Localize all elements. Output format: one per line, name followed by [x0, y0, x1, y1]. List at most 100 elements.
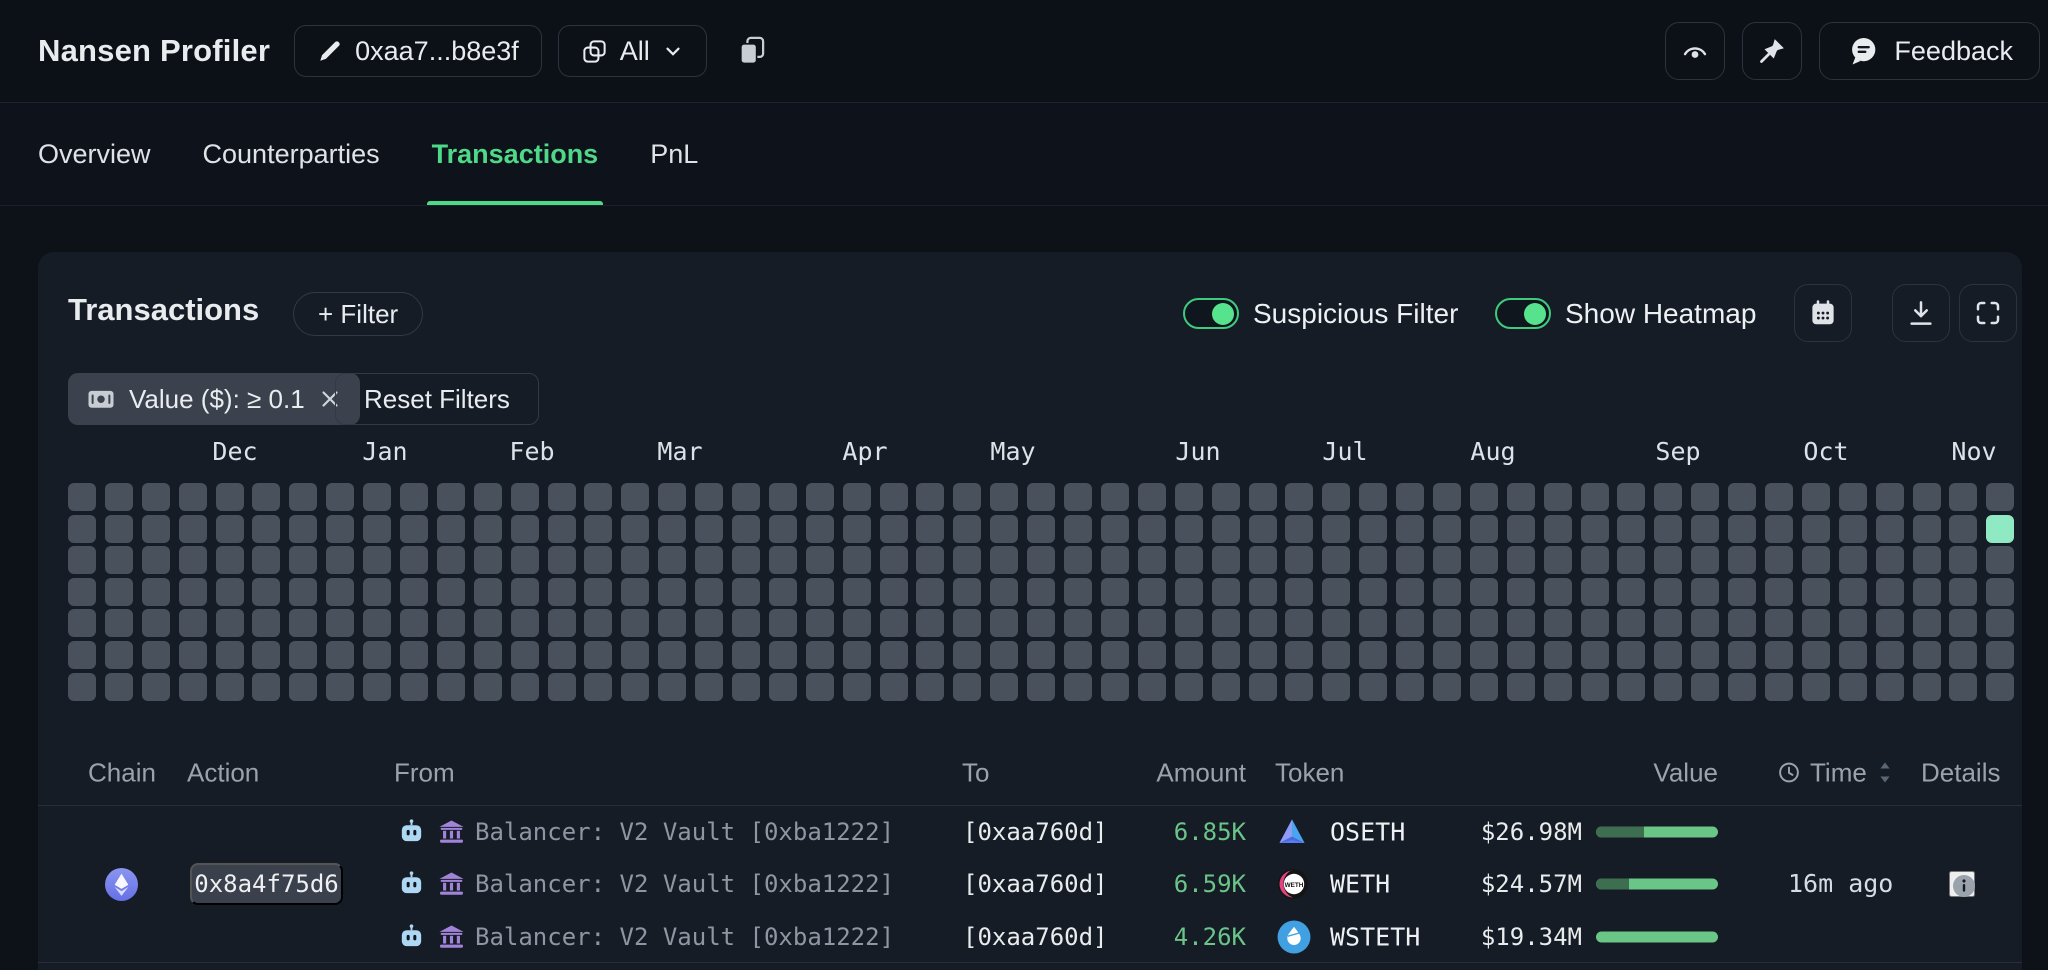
heatmap-cell[interactable] — [1027, 577, 1056, 606]
heatmap-cell[interactable] — [658, 546, 687, 575]
heatmap-cell[interactable] — [1986, 640, 2015, 669]
heatmap-cell[interactable] — [695, 546, 724, 575]
heatmap-cell[interactable] — [695, 514, 724, 543]
heatmap-cell[interactable] — [1285, 546, 1314, 575]
heatmap-cell[interactable] — [1580, 546, 1609, 575]
heatmap-cell[interactable] — [289, 514, 318, 543]
heatmap-cell[interactable] — [695, 672, 724, 701]
heatmap-cell[interactable] — [1949, 546, 1978, 575]
heatmap-cell[interactable] — [473, 546, 502, 575]
heatmap-cell[interactable] — [1248, 577, 1277, 606]
heatmap-cell[interactable] — [178, 514, 207, 543]
heatmap-cell[interactable] — [326, 609, 355, 638]
heatmap-cell[interactable] — [1359, 546, 1388, 575]
heatmap-cell[interactable] — [1949, 640, 1978, 669]
heatmap-cell[interactable] — [436, 577, 465, 606]
feedback-button[interactable]: Feedback — [1819, 22, 2040, 80]
action-hash-badge[interactable]: 0x8a4f75d6 — [190, 863, 343, 905]
value-filter-chip[interactable]: Value ($): ≥ 0.1 — [68, 373, 360, 425]
heatmap-cell[interactable] — [1543, 546, 1572, 575]
heatmap-cell[interactable] — [732, 640, 761, 669]
heatmap-cell[interactable] — [1875, 577, 1904, 606]
heatmap-cell[interactable] — [141, 577, 170, 606]
heatmap-cell[interactable] — [436, 546, 465, 575]
heatmap-cell[interactable] — [990, 514, 1019, 543]
heatmap-cell[interactable] — [178, 672, 207, 701]
heatmap-cell[interactable] — [1469, 640, 1498, 669]
heatmap-cell[interactable] — [953, 609, 982, 638]
heatmap-cell[interactable] — [1580, 577, 1609, 606]
heatmap-cell[interactable] — [1801, 609, 1830, 638]
heatmap-cell[interactable] — [252, 672, 281, 701]
heatmap-cell[interactable] — [363, 672, 392, 701]
download-button[interactable] — [1892, 284, 1950, 342]
heatmap-cell[interactable] — [584, 640, 613, 669]
heatmap-cell[interactable] — [1137, 672, 1166, 701]
heatmap-cell[interactable] — [1174, 577, 1203, 606]
heatmap-cell[interactable] — [141, 640, 170, 669]
heatmap-cell[interactable] — [621, 672, 650, 701]
heatmap-cell[interactable] — [658, 577, 687, 606]
tab-overview[interactable]: Overview — [38, 138, 151, 169]
heatmap-cell[interactable] — [1322, 514, 1351, 543]
details-info-button[interactable] — [1949, 871, 1975, 897]
heatmap-cell[interactable] — [1728, 483, 1757, 511]
heatmap-cell[interactable] — [621, 640, 650, 669]
heatmap-cell[interactable] — [1137, 640, 1166, 669]
heatmap-cell[interactable] — [1432, 672, 1461, 701]
fullscreen-button[interactable] — [1959, 284, 2017, 342]
heatmap-cell[interactable] — [1432, 483, 1461, 511]
heatmap-cell[interactable] — [916, 546, 945, 575]
heatmap-cell[interactable] — [1838, 483, 1867, 511]
heatmap-cell[interactable] — [1728, 514, 1757, 543]
heatmap-cell[interactable] — [1285, 640, 1314, 669]
heatmap-cell[interactable] — [252, 577, 281, 606]
heatmap-cell[interactable] — [1248, 609, 1277, 638]
heatmap-cell[interactable] — [1691, 546, 1720, 575]
heatmap-cell[interactable] — [1654, 609, 1683, 638]
heatmap-cell[interactable] — [621, 577, 650, 606]
heatmap-cell[interactable] — [1654, 546, 1683, 575]
heatmap-cell[interactable] — [1248, 514, 1277, 543]
heatmap-cell[interactable] — [732, 577, 761, 606]
heatmap-cell[interactable] — [1728, 672, 1757, 701]
heatmap-cell[interactable] — [1396, 577, 1425, 606]
heatmap-cell[interactable] — [916, 483, 945, 511]
heatmap-cell[interactable] — [621, 514, 650, 543]
heatmap-cell[interactable] — [1359, 609, 1388, 638]
heatmap-cell[interactable] — [1838, 577, 1867, 606]
heatmap-cell[interactable] — [1617, 577, 1646, 606]
heatmap-cell[interactable] — [215, 609, 244, 638]
remove-filter-icon[interactable] — [318, 387, 342, 411]
heatmap-cell[interactable] — [436, 609, 465, 638]
heatmap-cell[interactable] — [916, 640, 945, 669]
heatmap-cell[interactable] — [1728, 546, 1757, 575]
heatmap-cell[interactable] — [1396, 483, 1425, 511]
heatmap-cell[interactable] — [953, 483, 982, 511]
heatmap-cell[interactable] — [916, 577, 945, 606]
heatmap-cell[interactable] — [1986, 546, 2015, 575]
reset-filters-button[interactable]: Reset Filters — [335, 373, 539, 425]
heatmap-cell[interactable] — [510, 577, 539, 606]
heatmap-cell[interactable] — [1027, 609, 1056, 638]
heatmap-cell[interactable] — [400, 609, 429, 638]
heatmap-cell[interactable] — [510, 483, 539, 511]
heatmap-cell[interactable] — [732, 609, 761, 638]
heatmap-cell[interactable] — [252, 483, 281, 511]
heatmap-cell[interactable] — [1949, 577, 1978, 606]
heatmap-cell[interactable] — [658, 514, 687, 543]
heatmap-cell[interactable] — [68, 672, 96, 701]
tab-pnl[interactable]: PnL — [650, 138, 699, 169]
heatmap-cell[interactable] — [1543, 640, 1572, 669]
heatmap-cell[interactable] — [1137, 546, 1166, 575]
heatmap-cell[interactable] — [363, 577, 392, 606]
heatmap-cell[interactable] — [547, 546, 576, 575]
heatmap-cell[interactable] — [953, 640, 982, 669]
heatmap-cell[interactable] — [695, 577, 724, 606]
heatmap-cell[interactable] — [1027, 672, 1056, 701]
copy-address-button[interactable] — [735, 33, 769, 69]
heatmap-cell[interactable] — [1506, 546, 1535, 575]
heatmap-cell[interactable] — [732, 672, 761, 701]
heatmap-cell[interactable] — [1617, 609, 1646, 638]
token-symbol[interactable]: WETH — [1330, 869, 1391, 899]
